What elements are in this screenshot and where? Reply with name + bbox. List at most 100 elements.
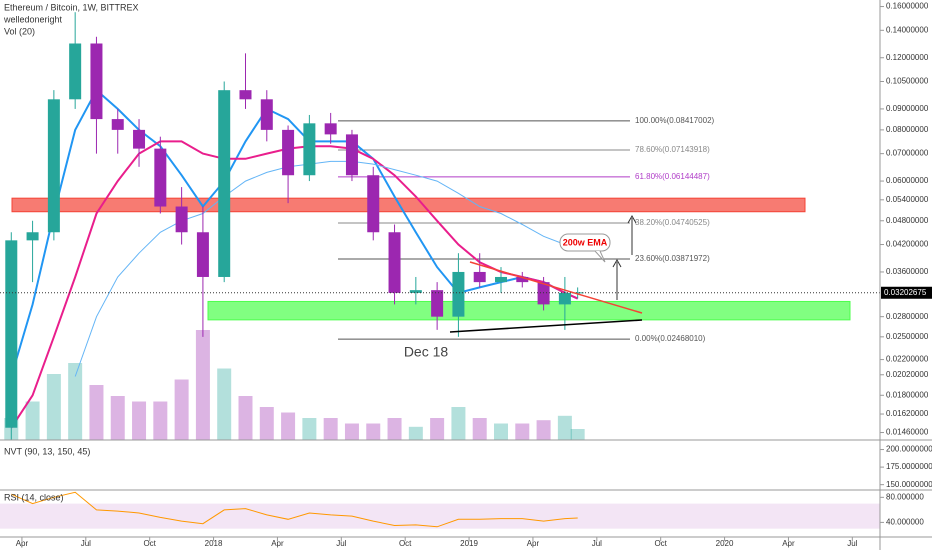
y-tick-label: 0.07000000 bbox=[886, 149, 929, 158]
candle-body bbox=[571, 292, 584, 294]
volume-bar bbox=[68, 363, 83, 440]
candle-body bbox=[154, 148, 167, 207]
x-tick-label: 2019 bbox=[460, 539, 478, 548]
fib-label: 23.60%(0.03871972) bbox=[635, 254, 710, 263]
candle-body bbox=[260, 99, 273, 130]
volume-bar bbox=[238, 396, 253, 440]
candle-body bbox=[303, 123, 316, 176]
trendline bbox=[469, 261, 643, 314]
volume-bar bbox=[195, 330, 210, 440]
y-tick-label: 0.14000000 bbox=[886, 25, 929, 34]
fib-label: 0.00%(0.02468010) bbox=[635, 334, 706, 343]
y-tick-label: 0.06000000 bbox=[886, 176, 929, 185]
x-tick-label: Jul bbox=[592, 539, 602, 548]
candle-body bbox=[26, 232, 39, 241]
y-tick-label: 0.05400000 bbox=[886, 195, 929, 204]
volume-bar bbox=[89, 385, 104, 440]
x-tick-label: Oct bbox=[399, 539, 412, 548]
candle-body bbox=[133, 129, 146, 149]
ma-line bbox=[10, 88, 579, 377]
subtitle: welledoneright bbox=[3, 14, 63, 24]
y-tick-label: 0.04800000 bbox=[886, 216, 929, 225]
x-tick-label: Apr bbox=[527, 539, 540, 548]
annotation: 200w EMA bbox=[563, 237, 608, 247]
nvt-label: NVT (90, 13, 150, 45) bbox=[4, 446, 90, 456]
candle-body bbox=[5, 240, 18, 428]
x-tick-label: Apr bbox=[271, 539, 284, 548]
volume-bar bbox=[217, 368, 232, 440]
candle-body bbox=[324, 123, 337, 135]
volume-bar bbox=[515, 423, 530, 440]
candle-body bbox=[367, 175, 380, 233]
x-tick-label: 2020 bbox=[716, 539, 734, 548]
candle-body bbox=[196, 232, 209, 277]
volume-bar bbox=[387, 418, 402, 440]
candle-body bbox=[90, 43, 103, 120]
y-tick-label: 0.09000000 bbox=[886, 104, 929, 113]
fib-label: 38.20%(0.04740525) bbox=[635, 218, 710, 227]
y-tick-label: 200.00000000 bbox=[886, 445, 932, 454]
fib-label: 100.00%(0.08417002) bbox=[635, 116, 715, 125]
x-tick-label: Jul bbox=[81, 539, 91, 548]
x-tick-label: 2018 bbox=[205, 539, 223, 548]
volume-bar bbox=[430, 418, 445, 440]
volume-bar bbox=[110, 396, 125, 440]
volume-bar bbox=[132, 401, 147, 440]
y-tick-label: 150.00000000 bbox=[886, 480, 932, 489]
volume-bar bbox=[344, 423, 359, 440]
volume-bar bbox=[153, 401, 168, 440]
y-tick-label: 0.02020000 bbox=[886, 370, 929, 379]
annotation: Dec 18 bbox=[404, 344, 449, 360]
volume-bar bbox=[302, 418, 317, 440]
ma-line bbox=[74, 160, 566, 377]
volume-bar bbox=[259, 407, 274, 440]
y-tick-label: 175.00000000 bbox=[886, 462, 932, 471]
y-tick-label: 0.02200000 bbox=[886, 355, 929, 364]
volume-label: Vol (20) bbox=[4, 26, 35, 36]
x-tick-label: Apr bbox=[16, 539, 29, 548]
candle-body bbox=[175, 206, 188, 233]
y-tick-label: 0.10500000 bbox=[886, 77, 929, 86]
candle-body bbox=[282, 129, 295, 176]
y-tick-label: 0.08000000 bbox=[886, 125, 929, 134]
y-tick-label: 0.04200000 bbox=[886, 240, 929, 249]
candle-body bbox=[473, 271, 486, 283]
candle-body bbox=[495, 276, 508, 283]
x-tick-label: Oct bbox=[654, 539, 667, 548]
volume-bar bbox=[536, 420, 551, 440]
trendline bbox=[449, 319, 643, 333]
volume-bar bbox=[174, 379, 189, 440]
fib-label: 61.80%(0.06144487) bbox=[635, 172, 710, 181]
candle-body bbox=[239, 90, 252, 100]
candle-body bbox=[111, 119, 124, 130]
volume-bar bbox=[25, 401, 40, 440]
y-tick-label: 0.02800000 bbox=[886, 312, 929, 321]
volume-bar bbox=[366, 423, 381, 440]
x-tick-label: Oct bbox=[143, 539, 156, 548]
chart-title: Ethereum / Bitcoin, 1W, BITTREX bbox=[4, 2, 139, 12]
y-tick-label: 0.12000000 bbox=[886, 53, 929, 62]
price-label: 0.03202675 bbox=[884, 288, 927, 297]
volume-bar bbox=[281, 412, 296, 440]
volume-bar bbox=[323, 418, 338, 440]
rsi-line bbox=[11, 491, 578, 528]
fib-label: 78.60%(0.07143918) bbox=[635, 145, 710, 154]
callout-tail bbox=[594, 250, 606, 263]
arrow-head bbox=[612, 258, 622, 268]
y-tick-label: 0.01800000 bbox=[886, 390, 929, 399]
y-tick-label: 0.01460000 bbox=[886, 428, 929, 437]
ma-line bbox=[10, 140, 579, 429]
candle-body bbox=[345, 134, 358, 176]
x-tick-label: Apr bbox=[782, 539, 795, 548]
candle-body bbox=[388, 232, 401, 293]
candle-body bbox=[452, 271, 465, 317]
y-tick-label: 80.000000 bbox=[886, 492, 924, 501]
x-tick-label: Jul bbox=[336, 539, 346, 548]
zone bbox=[207, 300, 851, 321]
zone bbox=[11, 197, 806, 213]
candle-body bbox=[558, 292, 571, 305]
volume-bar bbox=[494, 423, 509, 440]
